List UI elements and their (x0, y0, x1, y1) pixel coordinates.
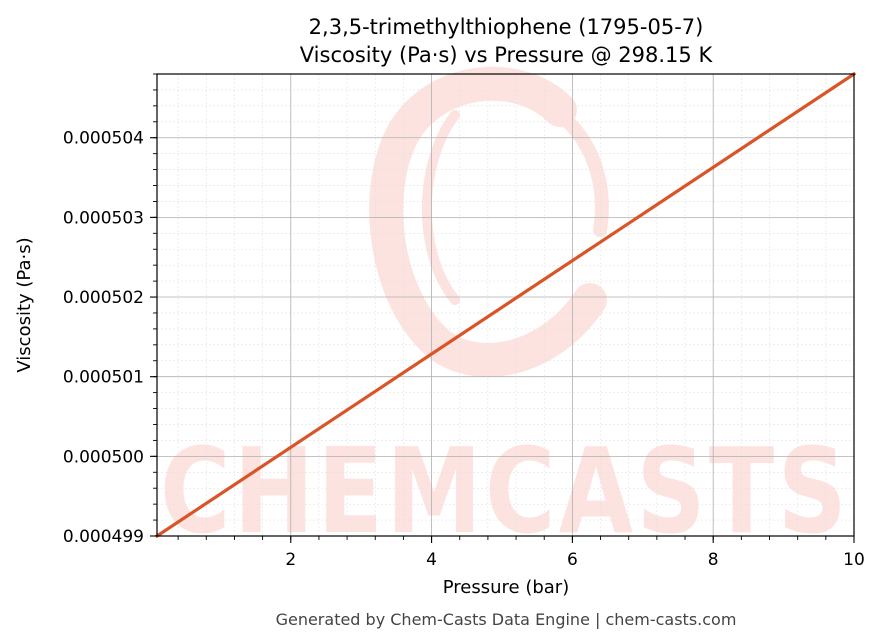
y-tick-label: 0.000502 (63, 288, 144, 308)
watermark-swirl-icon (369, 66, 609, 377)
footer-credit: Generated by Chem-Casts Data Engine | ch… (276, 610, 737, 629)
x-tick-label: 6 (567, 550, 578, 570)
y-tick-label: 0.000499 (63, 527, 144, 547)
x-tick-label: 10 (843, 550, 865, 570)
series-line (154, 71, 857, 539)
x-tick-label: 8 (708, 550, 719, 570)
x-tick-label: 2 (285, 550, 296, 570)
watermark-text: CHEMCASTS (160, 422, 850, 560)
chart-title-line-1: 2,3,5-trimethylthiophene (1795-05-7) (309, 15, 704, 39)
y-axis-label: Viscosity (Pa·s) (14, 237, 35, 372)
y-tick-label: 0.000503 (63, 208, 144, 228)
x-axis-label: Pressure (bar) (443, 577, 569, 598)
series-layer (154, 71, 857, 539)
x-tick-label: 4 (426, 550, 437, 570)
ticks: 2 4 6 8 10 0.000499 0.000500 0.000501 0.000502 0.… (63, 73, 865, 570)
grid (157, 73, 855, 537)
y-tick-label: 0.000501 (63, 368, 144, 388)
chart-title-line-2: Viscosity (Pa·s) vs Pressure @ 298.15 K (300, 43, 714, 67)
watermark: CHEMCASTS (160, 66, 850, 560)
y-tick-label: 0.000504 (63, 129, 144, 149)
plot-frame (156, 73, 855, 537)
y-tick-label: 0.000500 (63, 447, 144, 467)
